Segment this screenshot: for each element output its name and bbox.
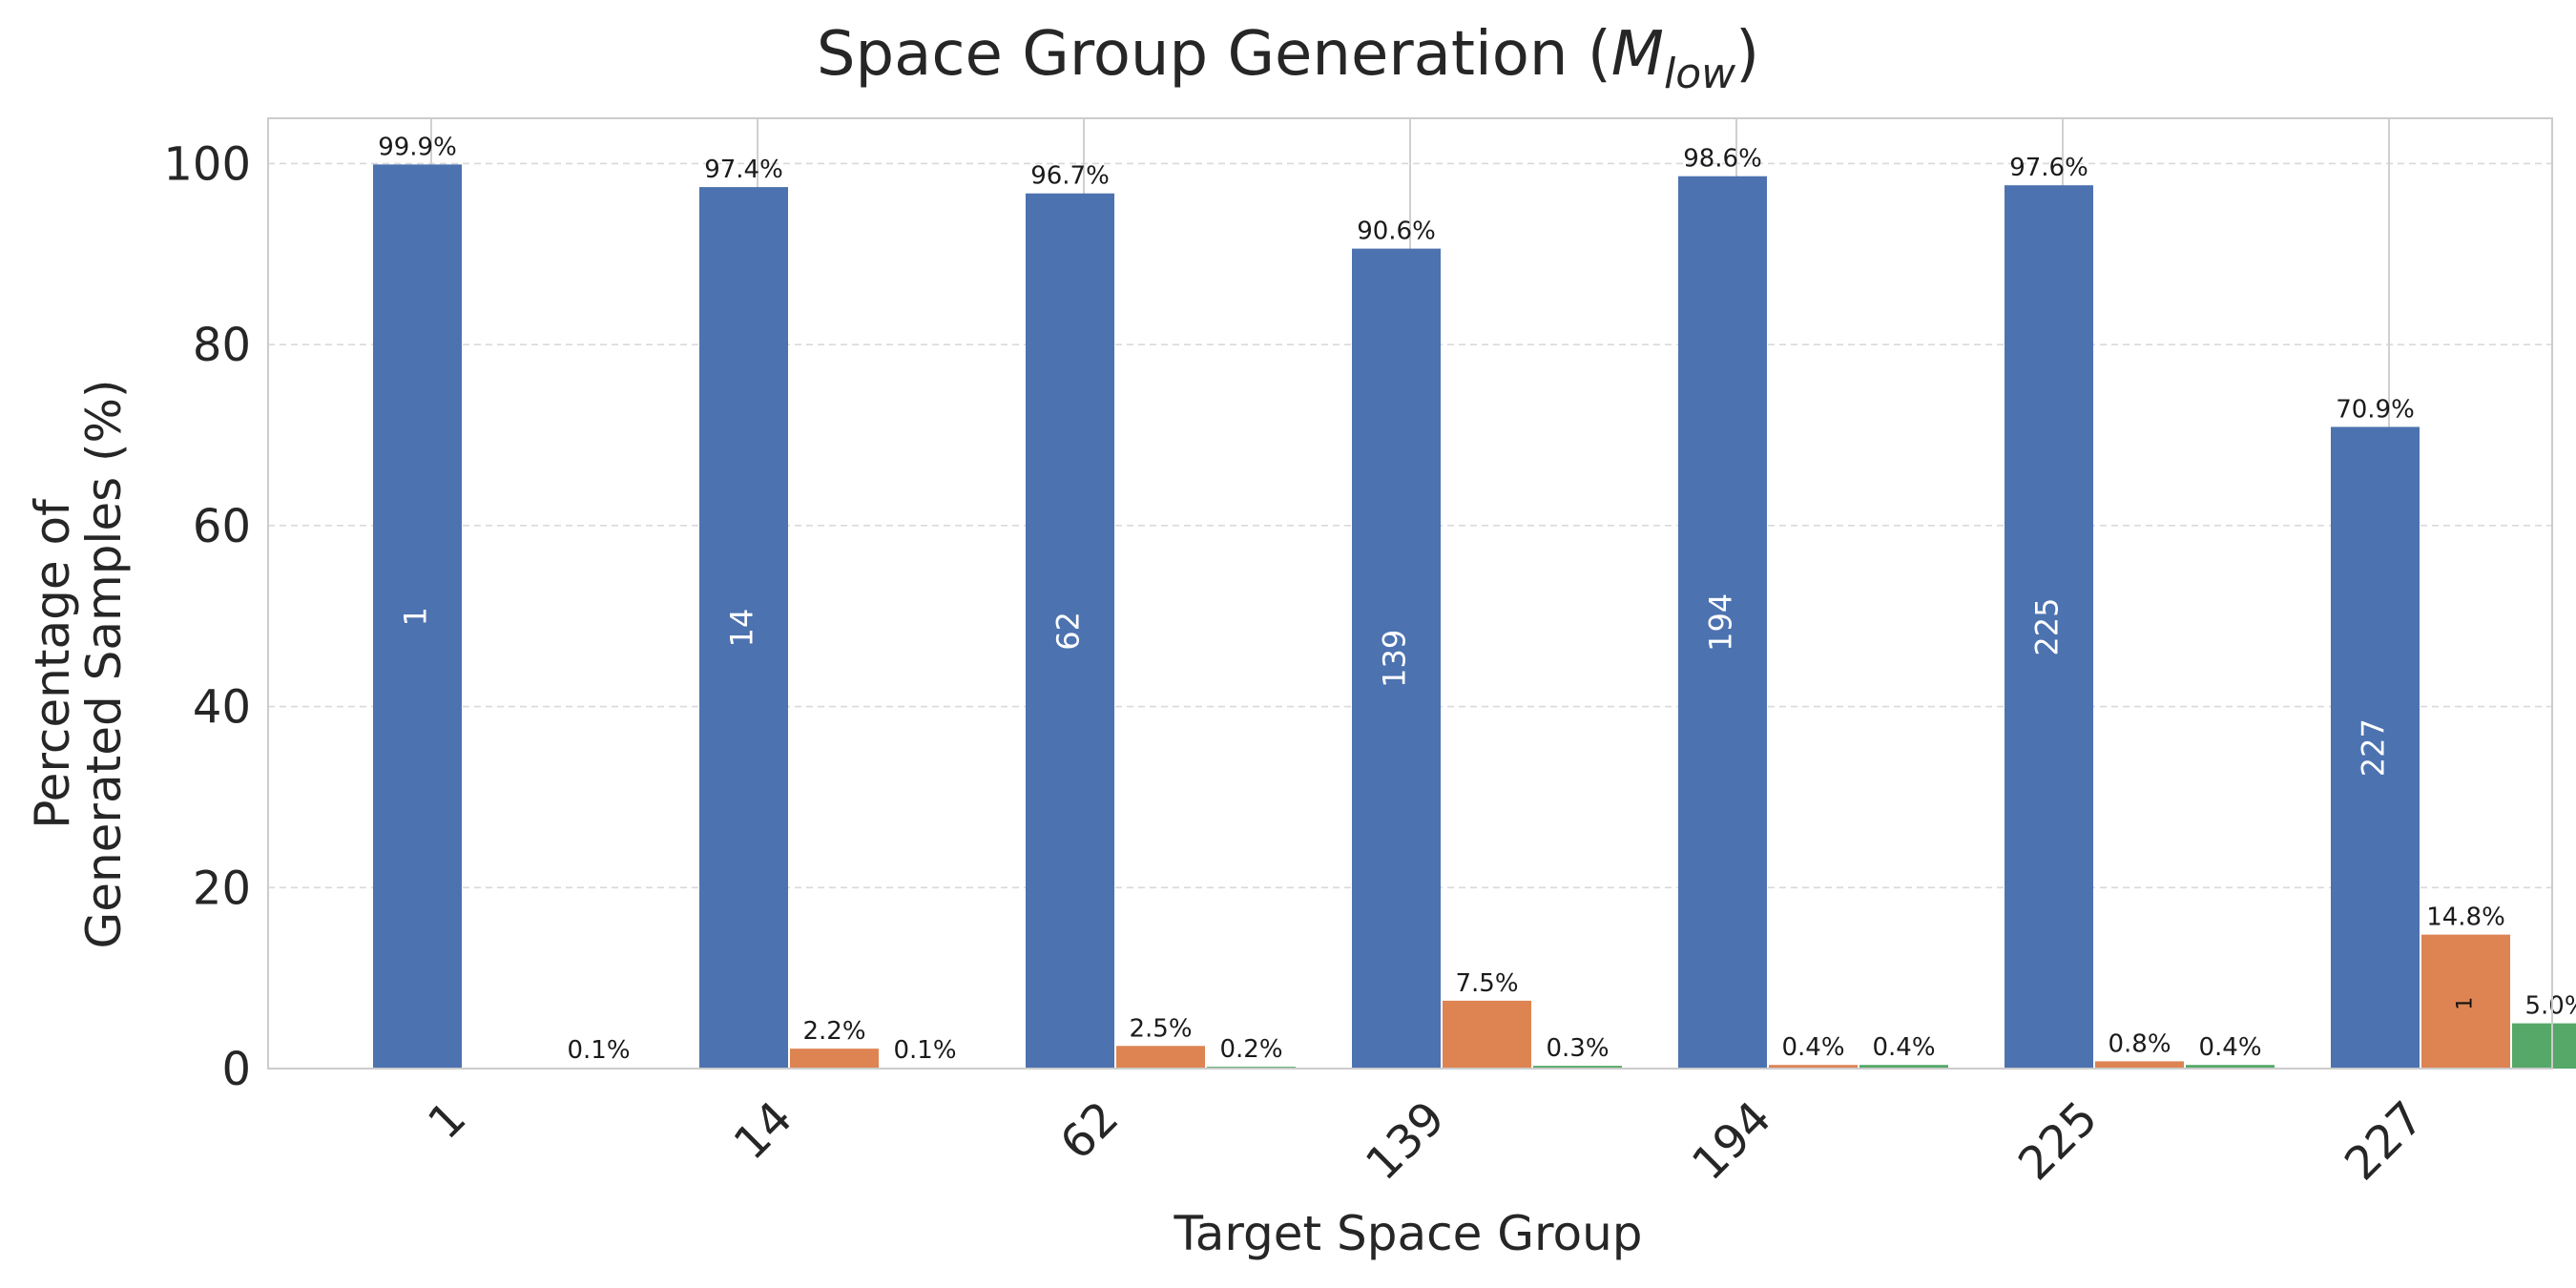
bar-inner-label: 227 bbox=[2356, 718, 2392, 777]
bar-inner-label: 225 bbox=[2029, 598, 2066, 656]
chart-title: Space Group Generation (Mlow) bbox=[817, 19, 1759, 98]
data-label: 98.6% bbox=[1683, 145, 1762, 174]
y-tick-label: 0 bbox=[221, 1043, 251, 1096]
bar-inner-label: 194 bbox=[1703, 593, 1739, 652]
y-tick-label: 40 bbox=[193, 681, 251, 735]
data-label: 97.4% bbox=[704, 156, 783, 184]
x-tick-label: 227 bbox=[2335, 1091, 2434, 1191]
x-axis-label: Target Space Group bbox=[1173, 1206, 1642, 1261]
data-label: 97.6% bbox=[2009, 154, 2088, 182]
bar-inner-label: 139 bbox=[1377, 630, 1413, 688]
data-label: 2.2% bbox=[802, 1017, 865, 1046]
data-label: 0.4% bbox=[2198, 1033, 2261, 1062]
bar-3-139 bbox=[1533, 1066, 1622, 1069]
data-label: 14.8% bbox=[2426, 904, 2505, 932]
plot-area: 99.9% 1 97.4% 14 96.7% 62 90.6% 139 98.6% 194 97.6… bbox=[163, 117, 2576, 1191]
bar-1-194 bbox=[1678, 176, 1767, 1070]
bar-2-194 bbox=[1769, 1065, 1858, 1069]
bar-2-62 bbox=[1116, 1046, 1205, 1069]
y-tick-label: 20 bbox=[193, 862, 251, 915]
chart-title-close: ) bbox=[1735, 19, 1759, 90]
data-label: 0.4% bbox=[1781, 1033, 1844, 1062]
x-tick-label: 139 bbox=[1356, 1091, 1455, 1191]
bar-1-225 bbox=[2005, 185, 2093, 1070]
data-label: 0.3% bbox=[1546, 1034, 1609, 1063]
data-label: 90.6% bbox=[1357, 218, 1436, 246]
data-label: 0.1% bbox=[893, 1036, 956, 1065]
y-tick-label: 80 bbox=[193, 319, 251, 372]
bar-1-227 bbox=[2331, 426, 2420, 1069]
bar-inner-label: 1 bbox=[398, 607, 434, 626]
data-label: 96.7% bbox=[1030, 162, 1110, 191]
data-label: 99.9% bbox=[378, 133, 457, 161]
bar-3-194 bbox=[1859, 1065, 1948, 1069]
data-label: 7.5% bbox=[1455, 969, 1518, 998]
bar-inner-label: 14 bbox=[724, 609, 760, 648]
data-label: 70.9% bbox=[2336, 395, 2415, 424]
data-label: 0.1% bbox=[567, 1036, 630, 1065]
data-label: 2.5% bbox=[1129, 1014, 1192, 1043]
x-tick-label: 14 bbox=[724, 1091, 803, 1171]
y-axis-label: Percentage of Generated Samples (%) bbox=[25, 379, 132, 948]
bar-1-139 bbox=[1352, 248, 1441, 1069]
data-label: 0.4% bbox=[1872, 1033, 1935, 1062]
y-axis-label-line1: Percentage of bbox=[25, 498, 80, 829]
bar-2-139 bbox=[1443, 1000, 1531, 1069]
bar-2-227 bbox=[2421, 934, 2510, 1069]
bar-3-227 bbox=[2512, 1023, 2576, 1069]
data-label: 5.0% bbox=[2524, 992, 2576, 1021]
y-tick-label: 100 bbox=[163, 137, 251, 191]
chart-title-math-sub: low bbox=[1664, 50, 1736, 98]
x-tick-label: 225 bbox=[2008, 1091, 2108, 1191]
chart-title-text: Space Group Generation ( bbox=[817, 19, 1611, 90]
bar-2-14 bbox=[790, 1049, 879, 1069]
x-tick-label: 1 bbox=[418, 1091, 476, 1150]
y-tick-label: 60 bbox=[193, 500, 251, 553]
bar-inner-label: 62 bbox=[1050, 612, 1087, 651]
y-axis-label-line2: Generated Samples (%) bbox=[76, 379, 132, 948]
x-tick-label: 62 bbox=[1050, 1091, 1130, 1171]
bar-1-1 bbox=[373, 164, 462, 1069]
bar-inner-label: 1 bbox=[2454, 997, 2478, 1010]
data-label: 0.2% bbox=[1219, 1035, 1282, 1064]
data-label: 0.8% bbox=[2108, 1029, 2171, 1058]
bar-1-62 bbox=[1026, 193, 1114, 1069]
chart-title-math: M bbox=[1611, 19, 1664, 90]
bar-2-225 bbox=[2095, 1061, 2184, 1069]
plot-frame bbox=[267, 117, 2553, 1070]
bar-3-225 bbox=[2186, 1065, 2275, 1069]
x-tick-label: 194 bbox=[1682, 1091, 1781, 1191]
bar-1-14 bbox=[699, 187, 788, 1069]
